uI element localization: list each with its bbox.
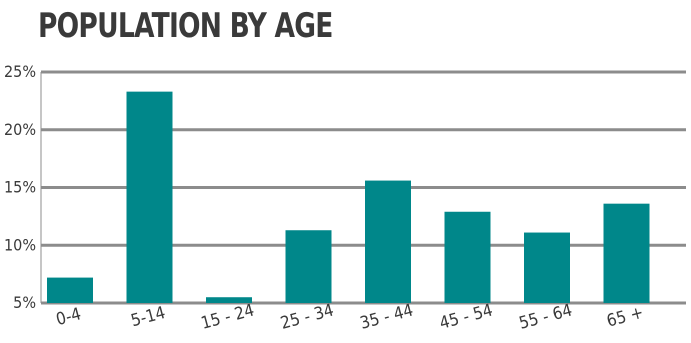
y-tick-label: 5% (13, 293, 36, 312)
y-tick-label: 20% (4, 120, 36, 139)
x-tick-label: 45 - 54 (437, 301, 494, 334)
x-tick-label: 25 - 34 (278, 301, 335, 334)
y-tick-label: 25% (4, 62, 36, 81)
x-tick-label: 55 - 64 (517, 301, 574, 334)
bar (604, 204, 650, 303)
x-axis: 0-4 5-14 15 - 24 25 - 34 35 - 44 45 - 54 55 - … (54, 301, 646, 334)
bar (127, 92, 173, 303)
bar (47, 278, 93, 303)
y-tick-label: 10% (4, 235, 36, 254)
bar (365, 181, 411, 303)
x-tick-label: 0-4 (54, 304, 83, 330)
y-axis: 5% 10% 15% 20% 25% (4, 62, 41, 312)
x-tick-label: 65 + (605, 303, 646, 332)
bars (47, 92, 650, 303)
x-tick-label: 35 - 44 (358, 301, 415, 334)
y-tick-label: 15% (4, 178, 36, 197)
x-tick-label: 5-14 (129, 303, 168, 331)
x-tick-label: 15 - 24 (199, 301, 256, 334)
bar (524, 233, 570, 303)
bar (286, 230, 332, 303)
bar (445, 212, 491, 303)
